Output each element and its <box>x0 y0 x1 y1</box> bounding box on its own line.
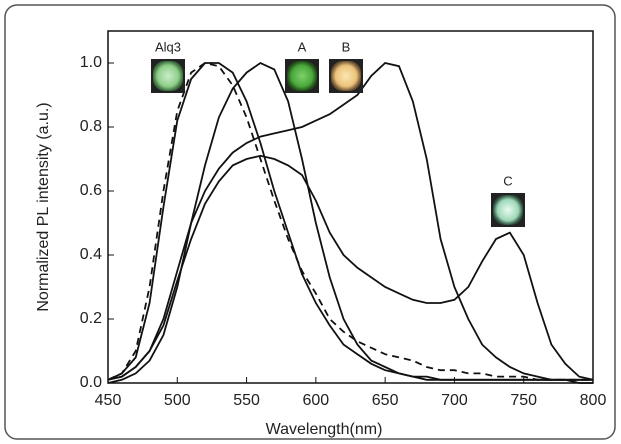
y-tick-label: 0.8 <box>80 118 102 135</box>
sample-glow <box>493 195 523 225</box>
spectrum-line <box>107 62 593 381</box>
sample-glow <box>331 61 361 91</box>
sample-glow <box>287 61 317 91</box>
sample-label: C <box>503 173 512 188</box>
x-tick-label: 800 <box>580 392 607 409</box>
x-tick-label: 550 <box>233 392 260 409</box>
x-tick-label: 600 <box>303 392 330 409</box>
sample-label: A <box>298 39 307 54</box>
y-tick-label: 0.6 <box>80 182 102 199</box>
y-tick-label: 1.0 <box>80 54 102 71</box>
y-axis-title: Normalized PL intensity (a.u.) <box>35 102 52 311</box>
spectrum-line <box>107 154 594 381</box>
sample-glow <box>153 61 183 91</box>
x-axis-title: Wavelength(nm) <box>266 421 383 438</box>
sample-label: B <box>342 39 351 54</box>
frame <box>4 4 616 440</box>
y-tick-label: 0.0 <box>80 374 102 391</box>
y-tick-label: 0.4 <box>80 246 102 263</box>
x-tick-label: 650 <box>372 392 399 409</box>
y-tick-label: 0.2 <box>80 310 102 327</box>
x-tick-label: 750 <box>510 392 537 409</box>
x-tick-label: 500 <box>164 392 191 409</box>
x-tick-label: 450 <box>95 392 122 409</box>
spectrum-line <box>107 62 593 384</box>
plot-area <box>107 30 594 384</box>
sample-label: Alq3 <box>155 39 181 54</box>
x-tick-label: 700 <box>441 392 468 409</box>
